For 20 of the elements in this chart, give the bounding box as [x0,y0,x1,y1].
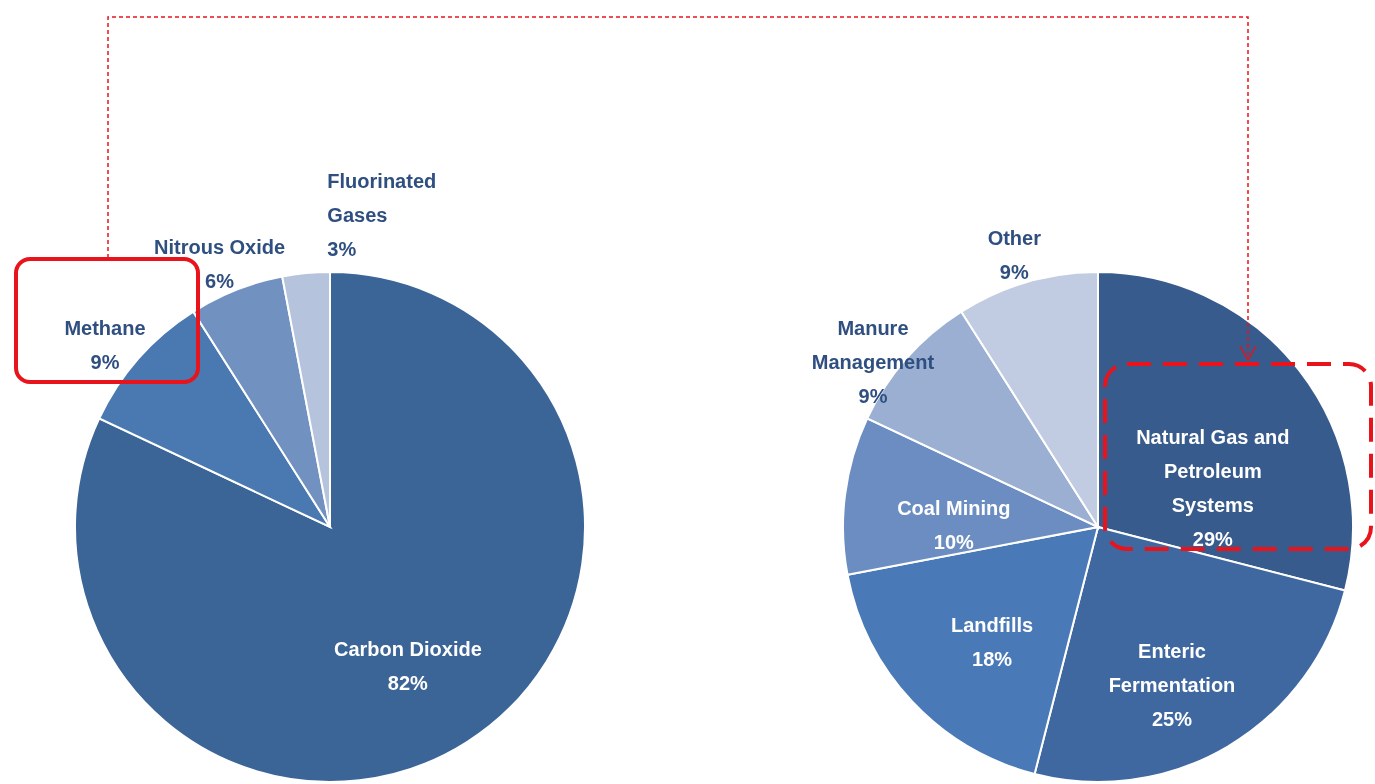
data-label: 9% [90,350,120,373]
slice-label: Nitrous Oxide [153,236,286,259]
slice-label: Carbon Dioxide [333,637,482,660]
data-label: 6% [205,270,235,293]
data-label: 10% [933,530,975,553]
slice-label: Other [987,226,1042,249]
data-label: 18% [972,648,1013,671]
data-label: 9% [999,260,1029,283]
slice-label: Fluorinated Gases [327,169,437,226]
slice-label: Enteric Fermentation [1108,640,1236,697]
data-label: 29% [1192,527,1234,550]
slice-label: Methane [64,316,146,339]
slice-label: Natural Gas and Petroleum Systems [1136,425,1290,516]
slice-label: Manure Management [811,316,935,373]
data-label: 25% [1151,708,1193,731]
data-label: 9% [858,384,888,407]
data-label: 3% [327,237,357,260]
slice-label: Landfills [950,614,1034,637]
slice-label: Coal Mining [897,496,1011,519]
data-label: 82% [387,671,429,694]
